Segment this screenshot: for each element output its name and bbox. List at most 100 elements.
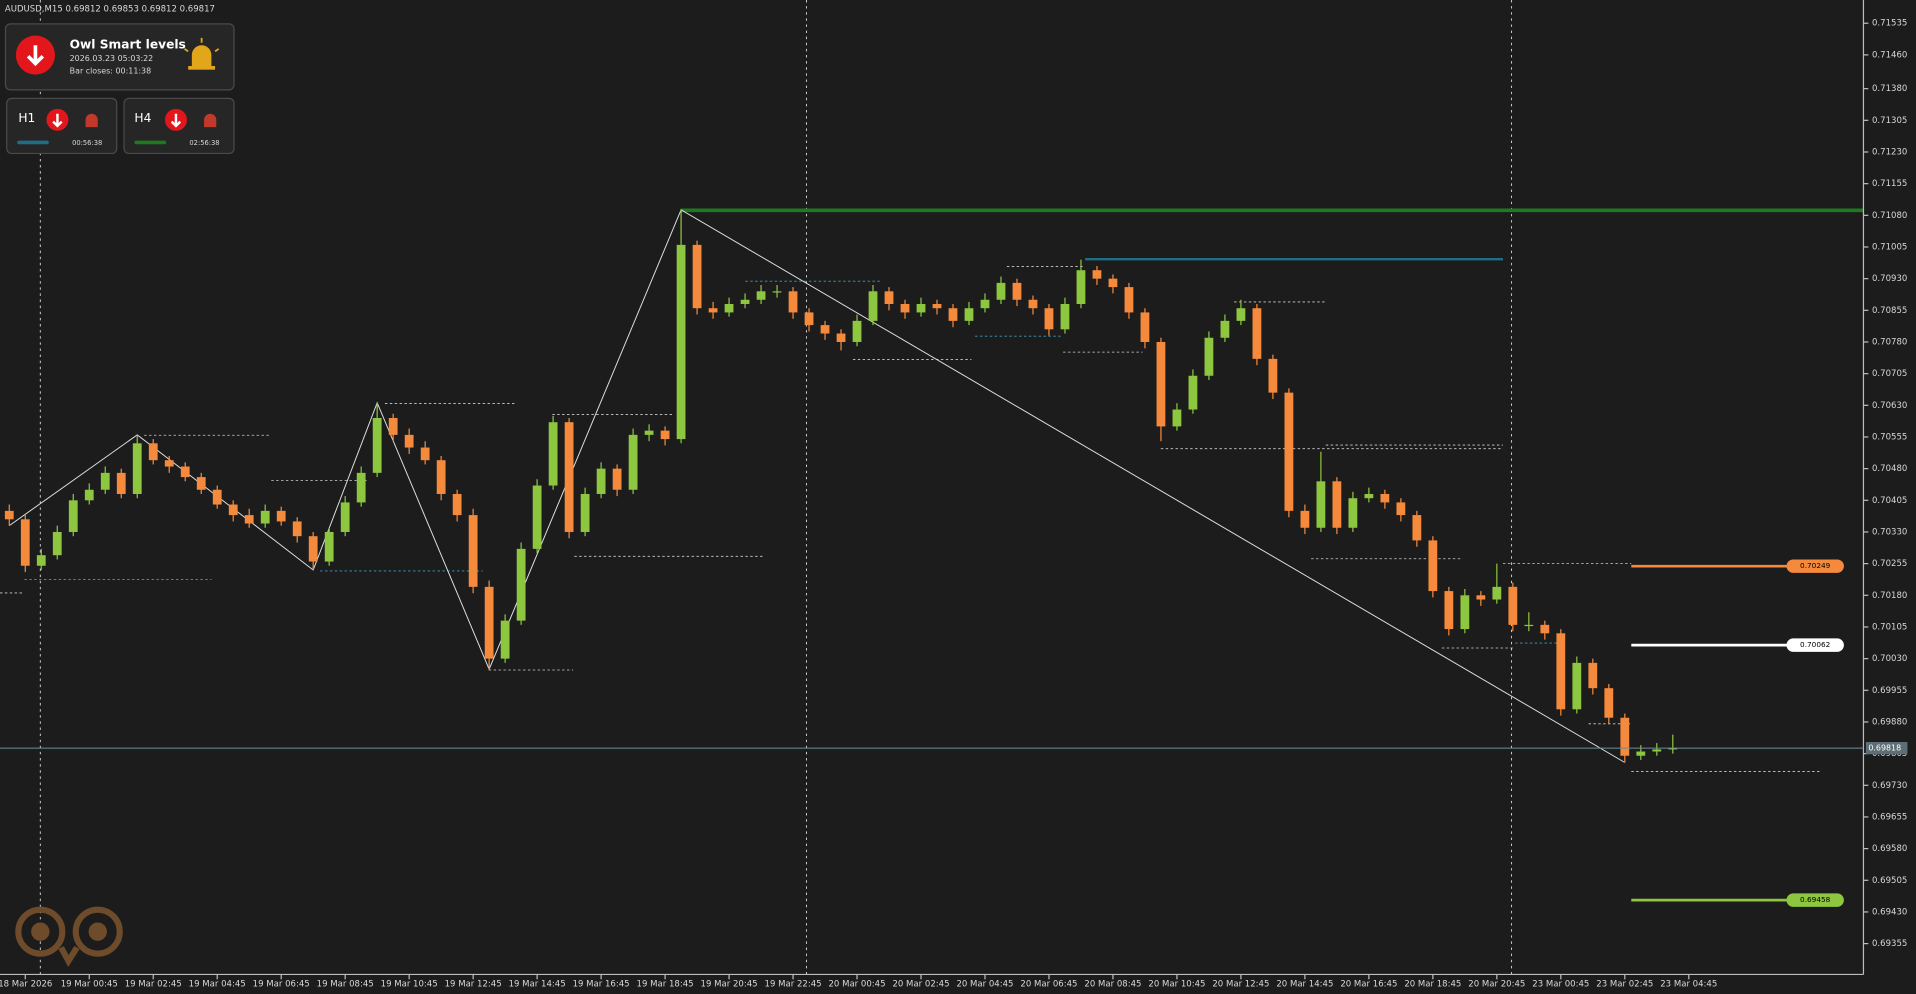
level-label: 0.69458 — [1800, 895, 1831, 904]
ohlc-low: 0.69812 — [142, 4, 177, 14]
candle-body — [1508, 586, 1518, 625]
candle-body — [1028, 299, 1038, 309]
x-tick-label: 19 Mar 08:45 — [317, 980, 374, 990]
x-tick-label: 19 Mar 22:45 — [765, 980, 822, 990]
candle-body — [868, 291, 878, 321]
y-tick-label: 0.70780 — [1872, 337, 1907, 347]
candle-body — [404, 434, 414, 448]
candle-body — [1540, 624, 1550, 634]
candle-body — [900, 303, 910, 313]
candle-body — [1108, 278, 1118, 288]
x-tick-label: 20 Mar 14:45 — [1276, 980, 1333, 990]
candle-body — [1332, 481, 1342, 528]
ohlc-open: 0.69812 — [66, 4, 101, 14]
y-tick-label: 0.70480 — [1872, 464, 1907, 474]
y-tick-label: 0.70405 — [1872, 496, 1907, 506]
candle-body — [52, 531, 62, 556]
y-tick-label: 0.69955 — [1872, 686, 1907, 696]
candle-body — [1604, 688, 1614, 718]
x-tick-label: 19 Mar 20:45 — [701, 980, 758, 990]
candle-body — [1460, 595, 1470, 630]
y-tick-label: 0.69655 — [1872, 812, 1907, 822]
candle-body — [372, 417, 382, 473]
candle-body — [292, 521, 302, 537]
candle-body — [676, 244, 686, 440]
dashed-level — [24, 280, 1558, 644]
x-tick-label: 20 Mar 04:45 — [956, 980, 1013, 990]
candle-body — [484, 586, 494, 659]
arrow-icon — [170, 113, 182, 128]
candle-body — [1444, 591, 1454, 630]
y-tick-label: 0.70855 — [1872, 306, 1907, 316]
dashed-level — [0, 266, 1821, 772]
y-tick-label: 0.70630 — [1872, 401, 1907, 411]
x-tick-label: 19 Mar 18:45 — [637, 980, 694, 990]
candle-body — [1412, 515, 1422, 541]
symbol: AUDUSD,M15 — [5, 4, 63, 14]
candle-body — [756, 291, 766, 300]
h4-timer: 02:56:38 — [189, 139, 219, 147]
y-tick-label: 0.70330 — [1872, 527, 1907, 537]
candle-body — [420, 447, 430, 461]
candle-body — [1348, 498, 1358, 528]
candle-body — [1524, 624, 1534, 627]
x-tick-label: 20 Mar 06:45 — [1020, 980, 1077, 990]
candle-body — [1188, 375, 1198, 410]
logo-eye — [15, 906, 66, 957]
logo-beak — [58, 945, 80, 968]
candle-body — [1572, 662, 1582, 710]
candle-body — [724, 303, 734, 313]
candle-body — [1060, 303, 1070, 330]
candle-body — [1556, 633, 1566, 710]
y-tick-label: 0.69355 — [1872, 939, 1907, 949]
plot-area — [0, 0, 1864, 975]
x-tick-label: 19 Mar 16:45 — [573, 980, 630, 990]
candle-body — [1092, 270, 1102, 279]
x-tick-label: 19 Mar 14:45 — [509, 980, 566, 990]
x-tick-label: 20 Mar 08:45 — [1084, 980, 1141, 990]
candle-body — [20, 519, 30, 566]
candle-body — [324, 531, 334, 562]
alarm-icon — [204, 113, 217, 128]
symbol-header: AUDUSD,M15 0.69812 0.69853 0.69812 0.698… — [5, 4, 215, 14]
panel-time: 2026.03.23 05:03:22 — [70, 54, 154, 63]
y-tick-label: 0.71535 — [1872, 19, 1907, 29]
candle-body — [884, 291, 894, 304]
candle-body — [1316, 481, 1326, 528]
y-tick-label: 0.71155 — [1872, 179, 1907, 189]
candle-body — [1220, 320, 1230, 338]
candle-body — [1012, 282, 1022, 300]
candle-body — [196, 477, 206, 490]
last-price-box — [1865, 742, 1908, 755]
h4-label: H4 — [134, 111, 151, 125]
alarm-base — [188, 66, 216, 70]
candle-body — [1492, 586, 1502, 600]
candle-body — [244, 515, 254, 524]
panel-title: Owl Smart levels — [70, 38, 186, 52]
y-tick-label: 0.71005 — [1872, 242, 1907, 252]
candle-body — [100, 472, 110, 490]
ohlc-high: 0.69853 — [104, 4, 139, 14]
candle-body — [692, 244, 702, 309]
candle-body — [628, 434, 638, 490]
y-tick-label: 0.70930 — [1872, 274, 1907, 284]
candle-body — [388, 417, 398, 435]
dashed-levels — [0, 266, 1821, 772]
panel-box — [4, 23, 235, 91]
candle-body — [564, 422, 574, 532]
candle-body — [276, 510, 286, 522]
arrow-icon — [52, 113, 63, 128]
owl-panel: Owl Smart levels 2026.03.23 05:03:22 Bar… — [4, 23, 235, 155]
candle-body — [1284, 392, 1294, 511]
candle-body — [212, 489, 222, 505]
level-box — [1786, 893, 1844, 907]
candle-body — [308, 536, 318, 562]
candle-body — [1396, 502, 1406, 516]
y-tick-label: 0.71460 — [1872, 50, 1907, 60]
y-tick-label: 0.69505 — [1872, 876, 1907, 886]
candle-body — [1300, 510, 1310, 528]
x-tick-label: 20 Mar 00:45 — [828, 980, 885, 990]
y-tick-label: 0.69730 — [1872, 781, 1907, 791]
x-tick-label: 19 Mar 02:45 — [125, 980, 182, 990]
